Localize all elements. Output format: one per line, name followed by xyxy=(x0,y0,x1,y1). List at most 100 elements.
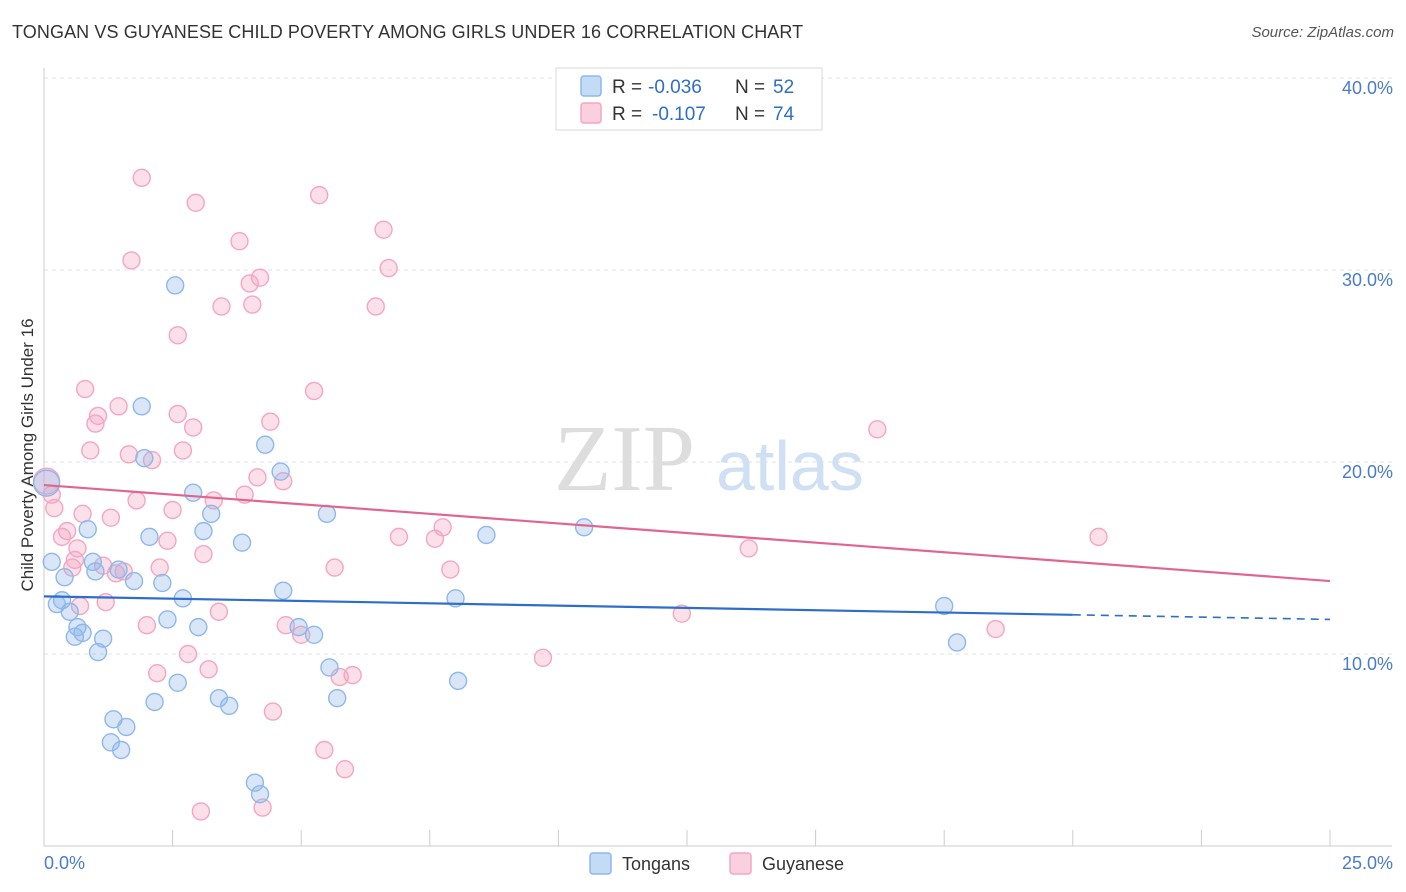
legend-swatch-guyanese xyxy=(580,102,602,124)
watermark: ZIP atlas xyxy=(554,407,864,511)
guyanese-point xyxy=(119,445,139,464)
tongans-point xyxy=(55,568,74,587)
legend-n-value-2: 74 xyxy=(773,104,795,125)
legend-bottom-label-guyanese: Guyanese xyxy=(762,854,844,874)
guyanese-point xyxy=(186,193,205,213)
tongans-point xyxy=(86,562,105,581)
guyanese-point xyxy=(73,504,92,524)
guyanese-point xyxy=(250,268,270,287)
guyanese-point xyxy=(132,168,151,188)
tongans-point xyxy=(232,533,252,552)
tongans-point xyxy=(109,560,128,579)
guyanese-point xyxy=(253,798,272,817)
guyanese-point xyxy=(366,297,385,316)
guyanese-point xyxy=(263,702,283,721)
guyanese-point xyxy=(137,616,157,635)
guyanese-point xyxy=(240,274,259,293)
tongans-point xyxy=(935,596,954,616)
legend-swatch-tongans xyxy=(580,75,602,97)
tongans-point xyxy=(117,717,136,737)
chart-title: TONGAN VS GUYANESE CHILD POVERTY AMONG G… xyxy=(12,22,804,42)
tongans-point xyxy=(477,525,496,545)
tongans-point xyxy=(165,276,185,295)
guyanese-point xyxy=(739,539,758,558)
guyanese-point xyxy=(194,544,213,564)
tongans-point xyxy=(219,696,239,716)
guyanese-point xyxy=(57,521,77,541)
guyanese-point xyxy=(243,295,262,314)
tongans-point xyxy=(947,633,967,652)
legend-bottom-swatch-tongans xyxy=(589,852,612,875)
guyanese-point xyxy=(204,491,223,510)
guyanese-point xyxy=(109,397,128,416)
legend-n-value-1: 52 xyxy=(773,77,794,98)
guyanese-point xyxy=(173,441,193,460)
guyanese-point xyxy=(163,500,182,520)
legend-r-value-1: -0.036 xyxy=(648,77,702,98)
guyanese-point xyxy=(1089,527,1108,547)
tongans-point xyxy=(320,658,339,677)
legend-r-value-2: -0.107 xyxy=(652,104,706,125)
legend-bottom-label-tongans: Tongans xyxy=(622,854,690,874)
guyanese-point xyxy=(433,518,452,537)
guyanese-point xyxy=(45,498,64,518)
tongans-point xyxy=(93,629,113,648)
tongans-point xyxy=(255,435,275,454)
tongans-point xyxy=(271,462,290,481)
tongans-trend-line-extrapolated xyxy=(1072,614,1331,621)
guyanese-points xyxy=(32,168,1108,821)
tongans-point xyxy=(574,518,594,537)
legend-r-label-1: R = xyxy=(612,77,642,98)
tongans-point xyxy=(153,573,172,593)
guyanese-point xyxy=(68,539,87,558)
guyanese-point xyxy=(374,220,393,239)
guyanese-point xyxy=(191,802,211,821)
x-tick-labels: 0.0% 25.0% xyxy=(44,853,1393,873)
guyanese-point xyxy=(88,406,108,426)
guyanese-point xyxy=(168,404,187,424)
tongans-point xyxy=(145,692,164,712)
x-tick-label-max: 25.0% xyxy=(1342,853,1393,873)
guyanese-point xyxy=(230,231,249,251)
grid xyxy=(44,77,1392,846)
guyanese-point xyxy=(147,664,167,683)
axes xyxy=(43,68,1392,847)
guyanese-point xyxy=(335,760,355,779)
guyanese-point xyxy=(209,602,229,621)
tongans-point xyxy=(245,773,265,792)
legend-r-label-2: R = xyxy=(612,104,642,125)
guyanese-point xyxy=(183,418,203,437)
watermark-atlas: atlas xyxy=(716,427,864,505)
guyanese-point xyxy=(178,644,198,664)
tongans-point xyxy=(132,397,151,416)
guyanese-point xyxy=(127,491,146,510)
tongans-point xyxy=(135,448,154,468)
guyanese-point xyxy=(379,258,398,278)
tongans-trend-line xyxy=(43,595,1073,616)
tongans-point xyxy=(446,589,465,608)
tongans-point xyxy=(42,552,61,572)
tongans-point xyxy=(32,469,61,497)
tongans-point xyxy=(73,623,92,643)
guyanese-point xyxy=(325,558,344,577)
guyanese-point xyxy=(81,441,100,460)
guyanese-point xyxy=(248,468,267,487)
tongans-point xyxy=(289,617,308,637)
guyanese-point xyxy=(96,592,115,612)
guyanese-point xyxy=(212,297,231,316)
guyanese-point xyxy=(389,527,409,547)
tongans-point xyxy=(328,688,347,708)
guyanese-point xyxy=(672,604,692,623)
tongans-point xyxy=(194,521,213,541)
tongans-point xyxy=(111,740,131,760)
guyanese-point xyxy=(75,379,95,399)
tongans-point xyxy=(158,610,177,629)
guyanese-point xyxy=(310,185,329,205)
tongans-point xyxy=(124,571,144,591)
tongans-point xyxy=(168,673,187,692)
guyanese-point xyxy=(315,740,334,760)
tongans-point xyxy=(250,784,270,804)
tongans-point xyxy=(448,671,468,691)
guyanese-trend-line xyxy=(43,483,1331,583)
